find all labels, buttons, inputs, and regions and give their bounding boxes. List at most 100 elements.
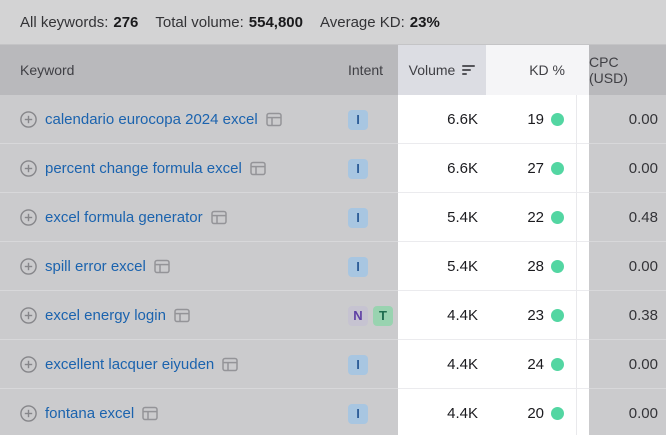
table-row: excel formula generator I 5.4K 22 0.48 bbox=[0, 193, 666, 242]
highlight-strip bbox=[577, 291, 589, 340]
kd-cell: 28 bbox=[486, 242, 577, 291]
keyword-link[interactable]: percent change formula excel bbox=[45, 159, 242, 177]
volume-value: 4.4K bbox=[398, 340, 486, 389]
intent-badge-I[interactable]: I bbox=[348, 158, 368, 179]
column-header-volume[interactable]: Volume bbox=[398, 45, 486, 95]
keyword-link[interactable]: spill error excel bbox=[45, 257, 146, 275]
expand-plus-icon[interactable] bbox=[20, 159, 37, 177]
keyword-link[interactable]: excellent lacquer eiyuden bbox=[45, 355, 215, 373]
cpc-value: 0.00 bbox=[589, 144, 666, 193]
keyword-link[interactable]: calendario eurocopa 2024 excel bbox=[45, 110, 258, 128]
kd-value: 19 bbox=[527, 110, 544, 128]
keyword-cell: excel formula generator I bbox=[0, 193, 398, 242]
column-header-keyword[interactable]: Keyword bbox=[20, 62, 75, 78]
intent-badge-I[interactable]: I bbox=[348, 403, 368, 424]
volume-value: 5.4K bbox=[398, 242, 486, 291]
keyword-cell: percent change formula excel I bbox=[0, 144, 398, 193]
expand-plus-icon[interactable] bbox=[20, 208, 37, 226]
kd-difficulty-dot bbox=[551, 112, 564, 126]
cpc-value: 0.00 bbox=[589, 95, 666, 144]
serp-features-icon[interactable] bbox=[142, 406, 158, 421]
serp-features-icon[interactable] bbox=[154, 259, 170, 274]
table-body: calendario eurocopa 2024 excel I 6.6K 19… bbox=[0, 95, 666, 435]
kd-cell: 19 bbox=[486, 95, 577, 144]
kd-value: 22 bbox=[527, 208, 544, 226]
kd-value: 20 bbox=[527, 404, 544, 422]
intent-badges: I bbox=[348, 144, 368, 193]
serp-features-icon[interactable] bbox=[265, 112, 282, 127]
volume-value: 4.4K bbox=[398, 389, 486, 435]
all-keywords-stat: All keywords: 276 bbox=[20, 14, 138, 31]
average-kd-label: Average KD: bbox=[320, 13, 405, 31]
expand-plus-icon[interactable] bbox=[20, 110, 37, 128]
all-keywords-label: All keywords: bbox=[20, 13, 109, 31]
cpc-value: 0.38 bbox=[589, 291, 666, 340]
volume-value: 5.4K bbox=[398, 193, 486, 242]
kd-cell: 20 bbox=[486, 389, 577, 435]
table-row: calendario eurocopa 2024 excel I 6.6K 19… bbox=[0, 95, 666, 144]
average-kd-stat: Average KD: 23% bbox=[320, 14, 440, 31]
total-volume-stat: Total volume: 554,800 bbox=[155, 14, 303, 31]
keyword-cell: excellent lacquer eiyuden I bbox=[0, 340, 398, 389]
volume-value: 6.6K bbox=[398, 144, 486, 193]
table-row: spill error excel I 5.4K 28 0.00 bbox=[0, 242, 666, 291]
keyword-link[interactable]: fontana excel bbox=[45, 404, 135, 422]
kd-difficulty-dot bbox=[551, 357, 564, 371]
table-row: excellent lacquer eiyuden I 4.4K 24 0.00 bbox=[0, 340, 666, 389]
highlight-strip bbox=[577, 144, 589, 193]
intent-badge-T[interactable]: T bbox=[373, 305, 393, 326]
serp-features-icon[interactable] bbox=[222, 357, 239, 372]
kd-difficulty-dot bbox=[551, 161, 564, 175]
kd-value: 28 bbox=[527, 257, 544, 275]
header-highlight-strip bbox=[577, 45, 589, 95]
all-keywords-value: 276 bbox=[113, 13, 139, 31]
cpc-value: 0.00 bbox=[589, 389, 666, 435]
expand-plus-icon[interactable] bbox=[20, 257, 37, 275]
serp-features-icon[interactable] bbox=[174, 308, 190, 323]
column-header-intent[interactable]: Intent bbox=[348, 62, 384, 78]
kd-cell: 27 bbox=[486, 144, 577, 193]
intent-badge-I[interactable]: I bbox=[348, 207, 368, 228]
expand-plus-icon[interactable] bbox=[20, 355, 37, 373]
highlight-strip bbox=[577, 340, 589, 389]
summary-bar: All keywords: 276 Total volume: 554,800 … bbox=[0, 0, 666, 45]
expand-plus-icon[interactable] bbox=[20, 404, 37, 422]
kd-value: 27 bbox=[527, 159, 544, 177]
intent-badge-I[interactable]: I bbox=[348, 256, 368, 277]
kd-difficulty-dot bbox=[551, 259, 564, 273]
intent-badge-I[interactable]: I bbox=[348, 354, 368, 375]
highlight-strip bbox=[577, 389, 589, 435]
table-row: fontana excel I 4.4K 20 0.00 bbox=[0, 389, 666, 435]
cpc-value: 0.00 bbox=[589, 340, 666, 389]
keyword-cell: calendario eurocopa 2024 excel I bbox=[0, 95, 398, 144]
cpc-value: 0.00 bbox=[589, 242, 666, 291]
kd-value: 23 bbox=[527, 306, 544, 324]
serp-features-icon[interactable] bbox=[210, 210, 227, 225]
table-header: Keyword Intent Volume KD % CPC (USD) bbox=[0, 45, 666, 95]
keyword-link[interactable]: excel formula generator bbox=[45, 208, 203, 226]
kd-cell: 23 bbox=[486, 291, 577, 340]
kd-difficulty-dot bbox=[551, 210, 564, 224]
kd-cell: 24 bbox=[486, 340, 577, 389]
keyword-cell: spill error excel I bbox=[0, 242, 398, 291]
expand-plus-icon[interactable] bbox=[20, 306, 37, 324]
serp-features-icon[interactable] bbox=[250, 161, 266, 176]
volume-value: 4.4K bbox=[398, 291, 486, 340]
intent-badge-I[interactable]: I bbox=[348, 109, 368, 130]
kd-difficulty-dot bbox=[551, 406, 564, 420]
kd-value: 24 bbox=[527, 355, 544, 373]
sort-descending-icon bbox=[462, 65, 476, 75]
column-header-kd[interactable]: KD % bbox=[486, 45, 577, 95]
keyword-link[interactable]: excel energy login bbox=[45, 306, 166, 324]
column-header-cpc[interactable]: CPC (USD) bbox=[589, 54, 628, 86]
intent-badge-N[interactable]: N bbox=[348, 305, 368, 326]
intent-badges: I bbox=[348, 340, 368, 389]
highlight-strip bbox=[577, 242, 589, 291]
kd-cell: 22 bbox=[486, 193, 577, 242]
intent-badges: I bbox=[348, 389, 368, 435]
total-volume-label: Total volume: bbox=[155, 13, 244, 31]
table-row: percent change formula excel I 6.6K 27 0… bbox=[0, 144, 666, 193]
